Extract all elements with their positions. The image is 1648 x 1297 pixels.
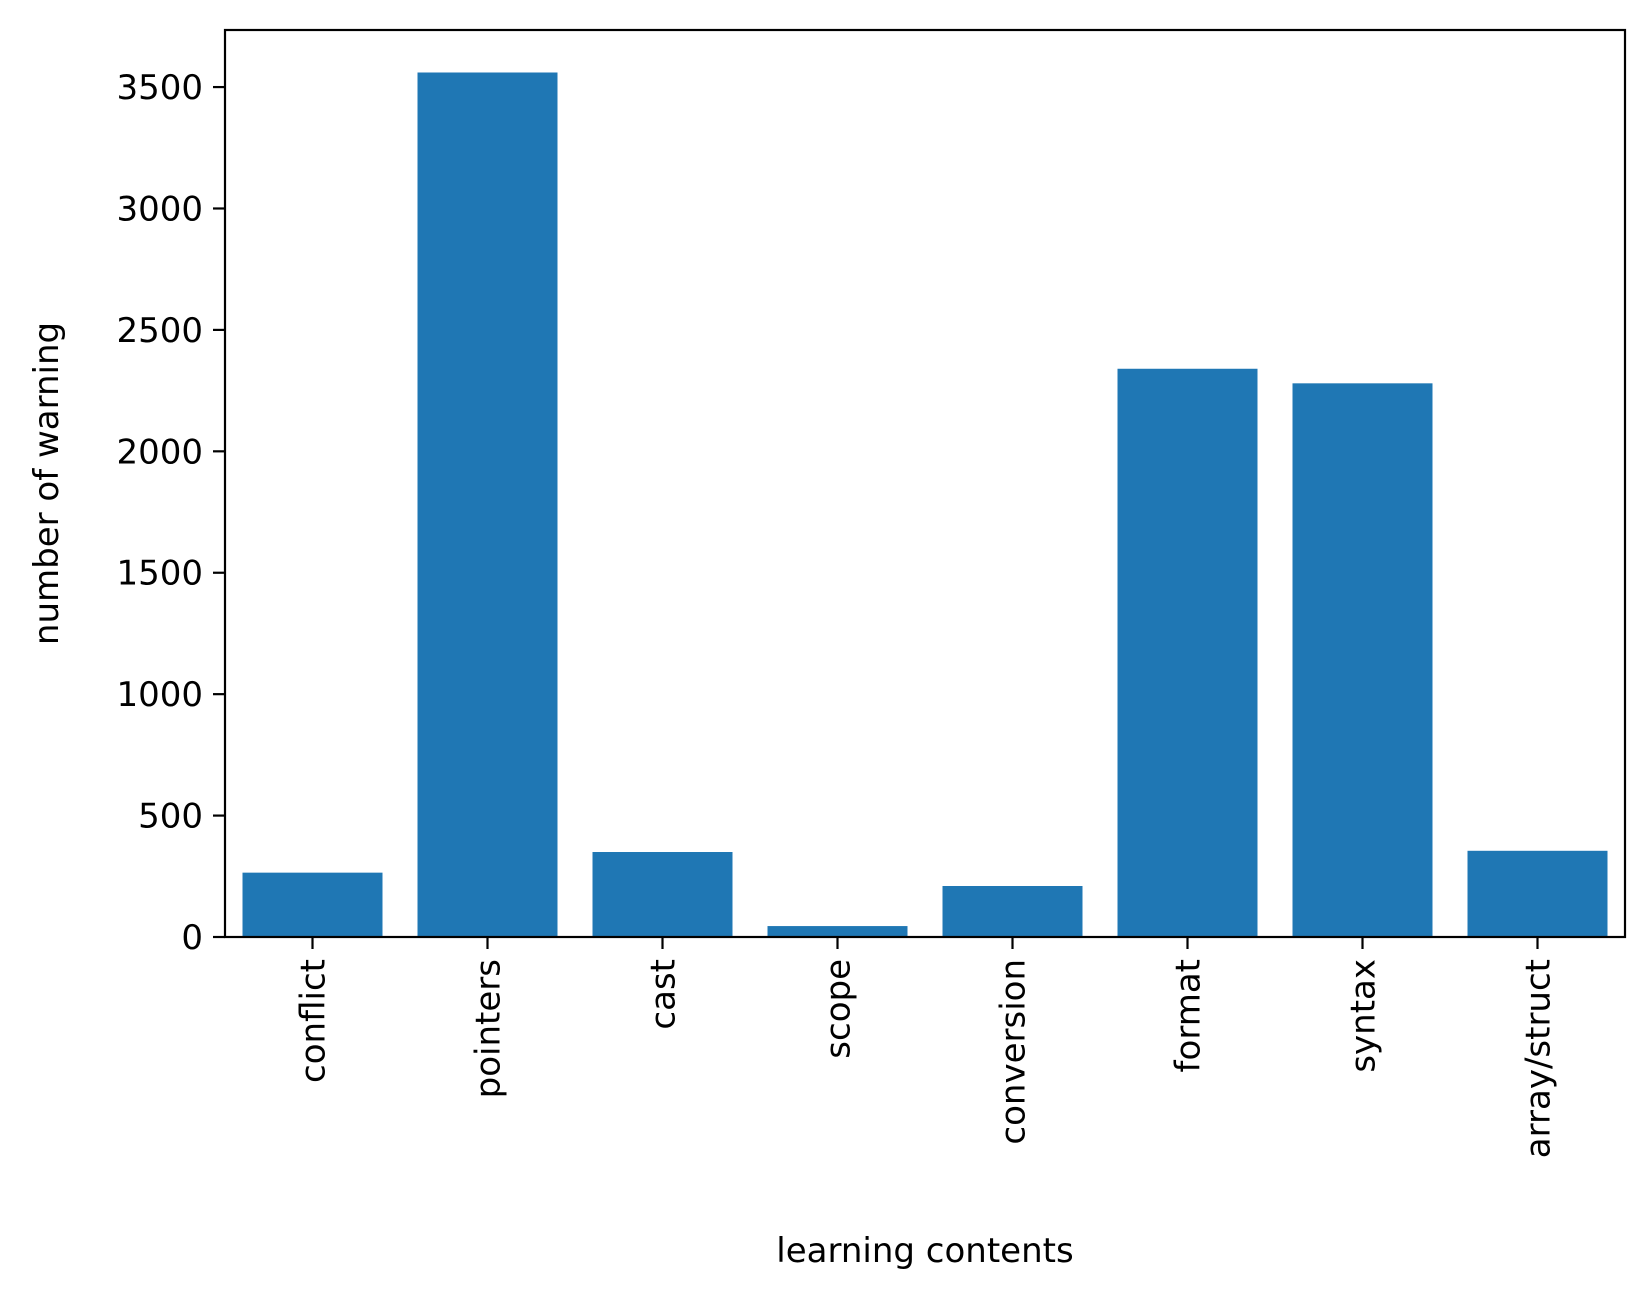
x-tick-label: array/struct (1519, 959, 1559, 1158)
y-tick-label: 2500 (116, 311, 203, 351)
x-axis-ticks: conflict pointers cast scope conversion forma… (294, 937, 1559, 1158)
y-axis-ticks: 0 500 1000 1500 2000 2500 3000 3500 (116, 68, 225, 958)
bar-pointers (417, 72, 558, 938)
x-tick-label: conversion (994, 959, 1034, 1145)
x-tick-label: scope (819, 959, 859, 1059)
y-tick-label: 1500 (116, 554, 203, 594)
x-tick-label: syntax (1344, 959, 1384, 1073)
bar-conflict (242, 872, 383, 937)
bar-array-struct (1467, 850, 1608, 937)
y-tick-label: 500 (138, 797, 203, 837)
x-tick-label: pointers (469, 959, 509, 1098)
x-tick-label: format (1169, 959, 1209, 1072)
x-tick-label: conflict (294, 959, 334, 1083)
y-tick-label: 2000 (116, 432, 203, 472)
x-tick-label: cast (644, 959, 684, 1030)
bars (242, 72, 1608, 938)
x-axis-title: learning contents (776, 1231, 1073, 1271)
y-tick-label: 1000 (116, 675, 203, 715)
bar-cast (592, 852, 733, 937)
bar-syntax (1292, 383, 1433, 937)
plot-frame (223, 28, 1627, 939)
y-tick-label: 3500 (116, 68, 203, 108)
bar-scope (767, 926, 908, 937)
y-tick-label: 0 (181, 918, 203, 958)
bar-format (1117, 368, 1258, 937)
y-axis-title: number of warning (27, 322, 67, 645)
bar-conversion (942, 886, 1083, 937)
y-tick-label: 3000 (116, 189, 203, 229)
